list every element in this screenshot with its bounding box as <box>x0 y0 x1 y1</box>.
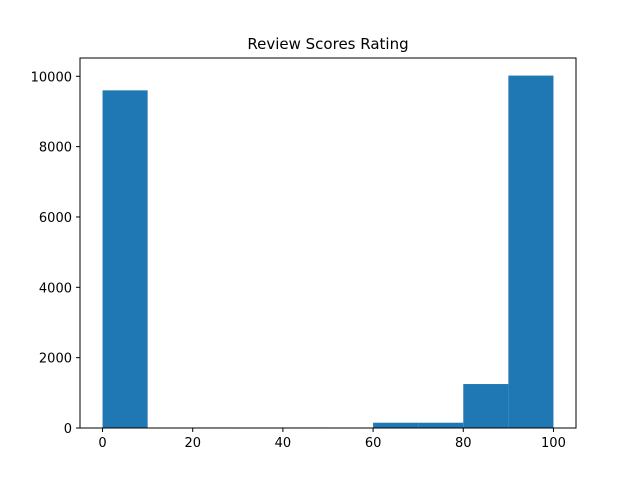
y-tick-label: 8000 <box>39 141 72 156</box>
histogram-bar <box>463 384 509 428</box>
y-tick-label: 2000 <box>39 352 72 367</box>
histogram-bar <box>418 422 464 428</box>
y-axis-ticks: 0 2000 4000 6000 8000 10000 <box>31 70 80 437</box>
bars-group <box>102 75 554 429</box>
x-tick-label: 20 <box>184 436 201 451</box>
y-tick-label: 10000 <box>31 70 72 85</box>
x-tick-label: 80 <box>455 436 472 451</box>
histogram-bar <box>508 75 554 429</box>
x-tick-label: 0 <box>98 436 106 451</box>
histogram-bar <box>373 422 419 428</box>
y-tick-label: 6000 <box>39 211 72 226</box>
y-tick-label: 4000 <box>39 281 72 296</box>
plot-frame <box>79 57 577 429</box>
x-tick-label: 60 <box>365 436 382 451</box>
chart-title: Review Scores Rating <box>247 35 408 53</box>
histogram-bar <box>102 90 148 428</box>
x-tick-label: 100 <box>541 436 566 451</box>
y-tick-label: 0 <box>64 422 72 437</box>
x-axis-ticks: 0 20 40 60 80 100 <box>98 428 566 451</box>
x-tick-label: 40 <box>275 436 292 451</box>
